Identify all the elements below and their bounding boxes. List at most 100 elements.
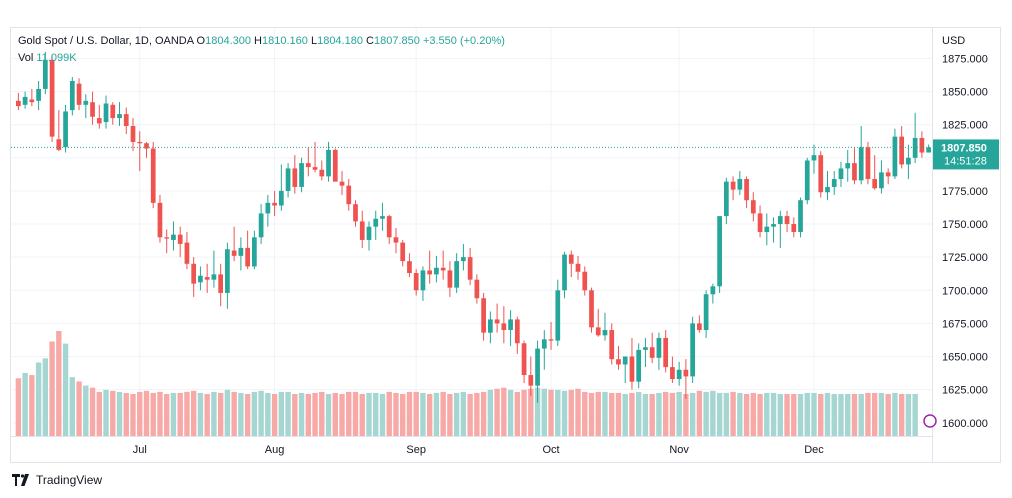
candle-body xyxy=(312,167,318,170)
close-label: C xyxy=(366,35,374,47)
volume-bar xyxy=(56,331,62,436)
volume-label[interactable]: Vol xyxy=(18,52,34,64)
volume-bar xyxy=(892,392,898,436)
candle-body xyxy=(427,270,433,275)
volume-bar xyxy=(818,394,824,436)
volume-bar xyxy=(400,394,406,436)
volume-bar xyxy=(845,394,851,436)
volume-bar xyxy=(440,391,446,436)
volume-bar xyxy=(851,394,858,436)
volume-bar xyxy=(406,391,413,436)
legend-volume: Vol 11.099K xyxy=(18,52,77,64)
candle-body xyxy=(764,226,770,232)
candle-body xyxy=(703,294,709,331)
candle-body xyxy=(319,169,325,177)
volume-bar xyxy=(366,392,372,436)
candle-body xyxy=(865,147,871,180)
candle-body xyxy=(305,163,311,168)
candle-body xyxy=(191,263,197,284)
volume-bar xyxy=(662,391,669,436)
candle-body xyxy=(218,274,224,293)
candle-body xyxy=(885,172,891,177)
volume-bar xyxy=(15,378,22,436)
volume-bar xyxy=(615,392,622,436)
volume-bar xyxy=(831,394,837,436)
candle-body xyxy=(858,147,864,181)
candle-body xyxy=(299,163,304,187)
candle-body xyxy=(777,216,783,225)
volume-bar xyxy=(602,391,608,436)
volume-bar xyxy=(555,389,561,436)
volume-bar xyxy=(130,394,136,436)
candle-body xyxy=(811,155,817,161)
volume-bar xyxy=(494,388,500,436)
candle-body xyxy=(285,168,291,191)
volume-bar xyxy=(346,391,352,436)
change-value: +3.550 (+0.20%) xyxy=(422,35,505,47)
candle-body xyxy=(238,247,244,256)
candle-body xyxy=(508,319,513,331)
candle-body xyxy=(616,359,621,365)
volume-bar xyxy=(35,362,42,436)
candle-body xyxy=(467,257,473,280)
volume-bar xyxy=(143,390,150,436)
x-tick-label: Dec xyxy=(804,444,824,456)
candle-body xyxy=(879,172,884,189)
volume-bar xyxy=(319,391,325,436)
candle-body xyxy=(386,216,392,238)
volume-bar xyxy=(184,391,190,436)
volume-bar xyxy=(689,392,696,436)
volume-bar xyxy=(325,394,332,436)
candle-body xyxy=(252,237,257,267)
volume-bar xyxy=(224,389,231,436)
candle-body xyxy=(96,118,102,124)
countdown-label: 14:51:28 xyxy=(944,155,987,167)
candle-body xyxy=(548,339,554,341)
candle-body xyxy=(225,249,230,293)
volume-bar xyxy=(642,394,649,436)
volume-bar xyxy=(635,391,642,436)
candle-body xyxy=(494,319,500,324)
x-tick-label: Oct xyxy=(542,444,559,456)
volume-bar xyxy=(575,388,581,436)
y-tick-label: 1875.000 xyxy=(942,53,988,65)
symbol-title[interactable]: Gold Spot / U.S. Dollar, 1D, OANDA xyxy=(18,35,194,47)
candle-body xyxy=(872,179,878,189)
volume-bar xyxy=(696,390,703,436)
candle-body xyxy=(474,279,480,299)
volume-bar xyxy=(743,394,750,436)
y-tick-label: 1825.000 xyxy=(942,120,988,132)
candle-body xyxy=(346,185,352,205)
candle-body xyxy=(326,149,331,177)
volume-bar xyxy=(588,392,595,436)
candle-body xyxy=(454,261,460,288)
events-icon[interactable] xyxy=(923,414,937,428)
candle-body xyxy=(150,148,156,203)
candle-body xyxy=(292,168,298,187)
volume-bar xyxy=(791,394,797,436)
volume-bar xyxy=(103,389,109,436)
candle-body xyxy=(568,254,574,264)
volume-value: 11.099K xyxy=(36,52,77,64)
candle-body xyxy=(278,190,284,206)
y-tick-label: 1650.000 xyxy=(942,352,988,364)
volume-bar xyxy=(177,392,183,436)
candle-body xyxy=(211,274,217,280)
volume-bar xyxy=(609,392,615,436)
x-tick-label: Sep xyxy=(406,444,426,456)
tradingview-logo[interactable]: TradingView xyxy=(12,473,102,487)
candle-body xyxy=(164,237,170,239)
volume-bar xyxy=(22,373,28,436)
candle-body xyxy=(76,83,82,105)
candle-body xyxy=(852,163,857,181)
close-value: 1807.850 xyxy=(373,35,420,47)
volume-bar xyxy=(521,389,527,436)
volume-bar xyxy=(413,391,419,436)
candle-body xyxy=(663,337,669,368)
volume-bar xyxy=(716,392,723,436)
candle-body xyxy=(750,200,756,214)
volume-bar xyxy=(622,394,628,436)
volume-bar xyxy=(76,381,82,436)
y-tick-label: 1725.000 xyxy=(942,252,988,264)
